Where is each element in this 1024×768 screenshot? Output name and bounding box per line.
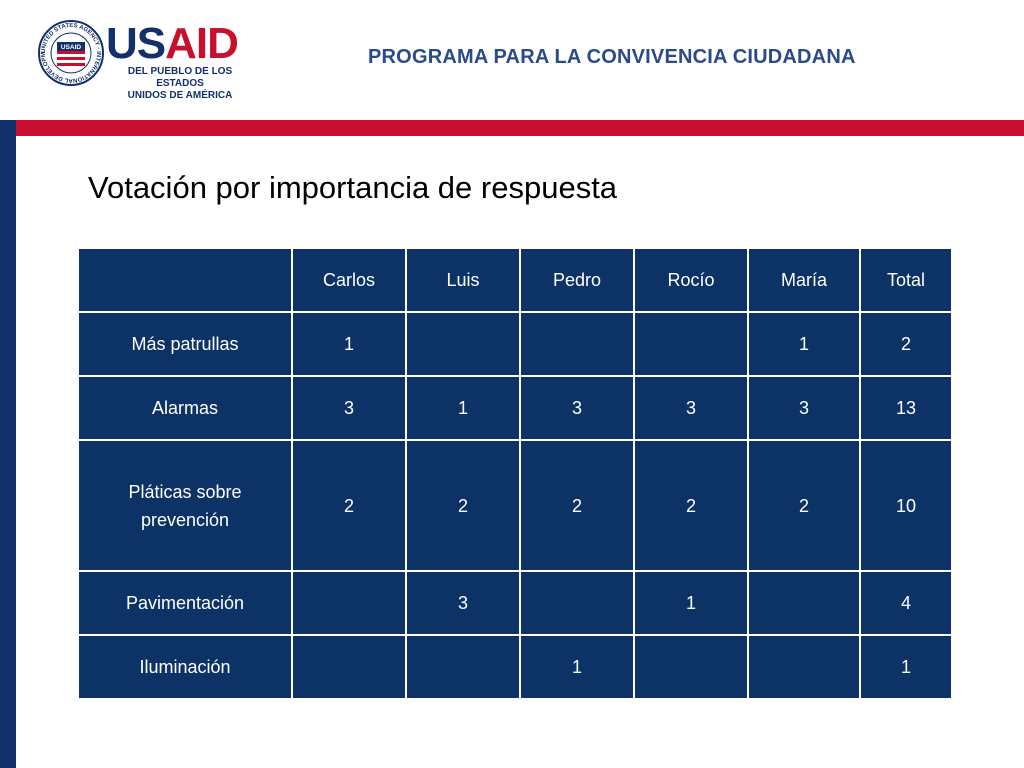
header-cell: Pedro <box>519 247 635 313</box>
row-label: Más patrullas <box>77 311 293 377</box>
table-header-row: Carlos Luis Pedro Rocío María Total <box>77 247 953 313</box>
header-cell: Rocío <box>633 247 749 313</box>
table-cell: 3 <box>747 375 861 441</box>
table-cell: 3 <box>633 375 749 441</box>
table-cell: 1 <box>405 375 521 441</box>
table-cell <box>519 311 635 377</box>
total-cell: 13 <box>859 375 953 441</box>
table-row: Iluminación 1 1 <box>77 634 953 700</box>
table-cell <box>405 634 521 700</box>
header-cell <box>77 247 293 313</box>
table-cell: 2 <box>519 439 635 572</box>
table-cell: 1 <box>633 570 749 636</box>
table-cell: 2 <box>633 439 749 572</box>
table-row: Más patrullas 1 1 2 <box>77 311 953 377</box>
logo-aid: AID <box>165 19 239 68</box>
usaid-logo-wordmark: USAID <box>106 19 239 68</box>
total-cell: 1 <box>859 634 953 700</box>
left-navy-bar <box>0 120 16 768</box>
row-label: Pláticas sobre prevención <box>77 439 293 572</box>
table-cell: 1 <box>291 311 407 377</box>
votes-table: Carlos Luis Pedro Rocío María Total Más … <box>77 247 953 700</box>
table-cell: 1 <box>747 311 861 377</box>
program-title: PROGRAMA PARA LA CONVIVENCIA CIUDADANA <box>368 46 856 68</box>
logo-us: US <box>106 19 166 68</box>
table-cell: 2 <box>747 439 861 572</box>
header-cell: María <box>747 247 861 313</box>
usaid-seal-icon: UNITED STATES AGENCY · INTERNATIONAL DEV… <box>38 20 104 86</box>
total-cell: 4 <box>859 570 953 636</box>
header-cell: Total <box>859 247 953 313</box>
table-cell: 2 <box>291 439 407 572</box>
table-cell: 2 <box>405 439 521 572</box>
header-cell: Carlos <box>291 247 407 313</box>
table-row: Alarmas 3 1 3 3 3 13 <box>77 375 953 441</box>
red-divider-band <box>0 120 1024 136</box>
table-cell: 1 <box>519 634 635 700</box>
slide-title: Votación por importancia de respuesta <box>88 170 618 205</box>
row-label: Iluminación <box>77 634 293 700</box>
table-cell: 3 <box>405 570 521 636</box>
table-cell <box>747 570 861 636</box>
total-cell: 10 <box>859 439 953 572</box>
table-cell <box>291 570 407 636</box>
table-cell <box>519 570 635 636</box>
total-cell: 2 <box>859 311 953 377</box>
row-label: Pavimentación <box>77 570 293 636</box>
table-cell: 3 <box>291 375 407 441</box>
seal-center-text: USAID <box>61 44 82 51</box>
logo-sub-line2: UNIDOS DE AMÉRICA <box>127 90 233 101</box>
table-cell <box>291 634 407 700</box>
row-label: Alarmas <box>77 375 293 441</box>
table-row: Pláticas sobre prevención 2 2 2 2 2 10 <box>77 439 953 572</box>
logo-sub-line1: DEL PUEBLO DE LOS ESTADOS <box>127 66 233 89</box>
table-cell <box>747 634 861 700</box>
header-cell: Luis <box>405 247 521 313</box>
table-cell: 3 <box>519 375 635 441</box>
table-cell <box>633 311 749 377</box>
table-row: Pavimentación 3 1 4 <box>77 570 953 636</box>
table-cell <box>405 311 521 377</box>
table-cell <box>633 634 749 700</box>
usaid-logo-subtitle: DEL PUEBLO DE LOS ESTADOS UNIDOS DE AMÉR… <box>106 66 254 102</box>
